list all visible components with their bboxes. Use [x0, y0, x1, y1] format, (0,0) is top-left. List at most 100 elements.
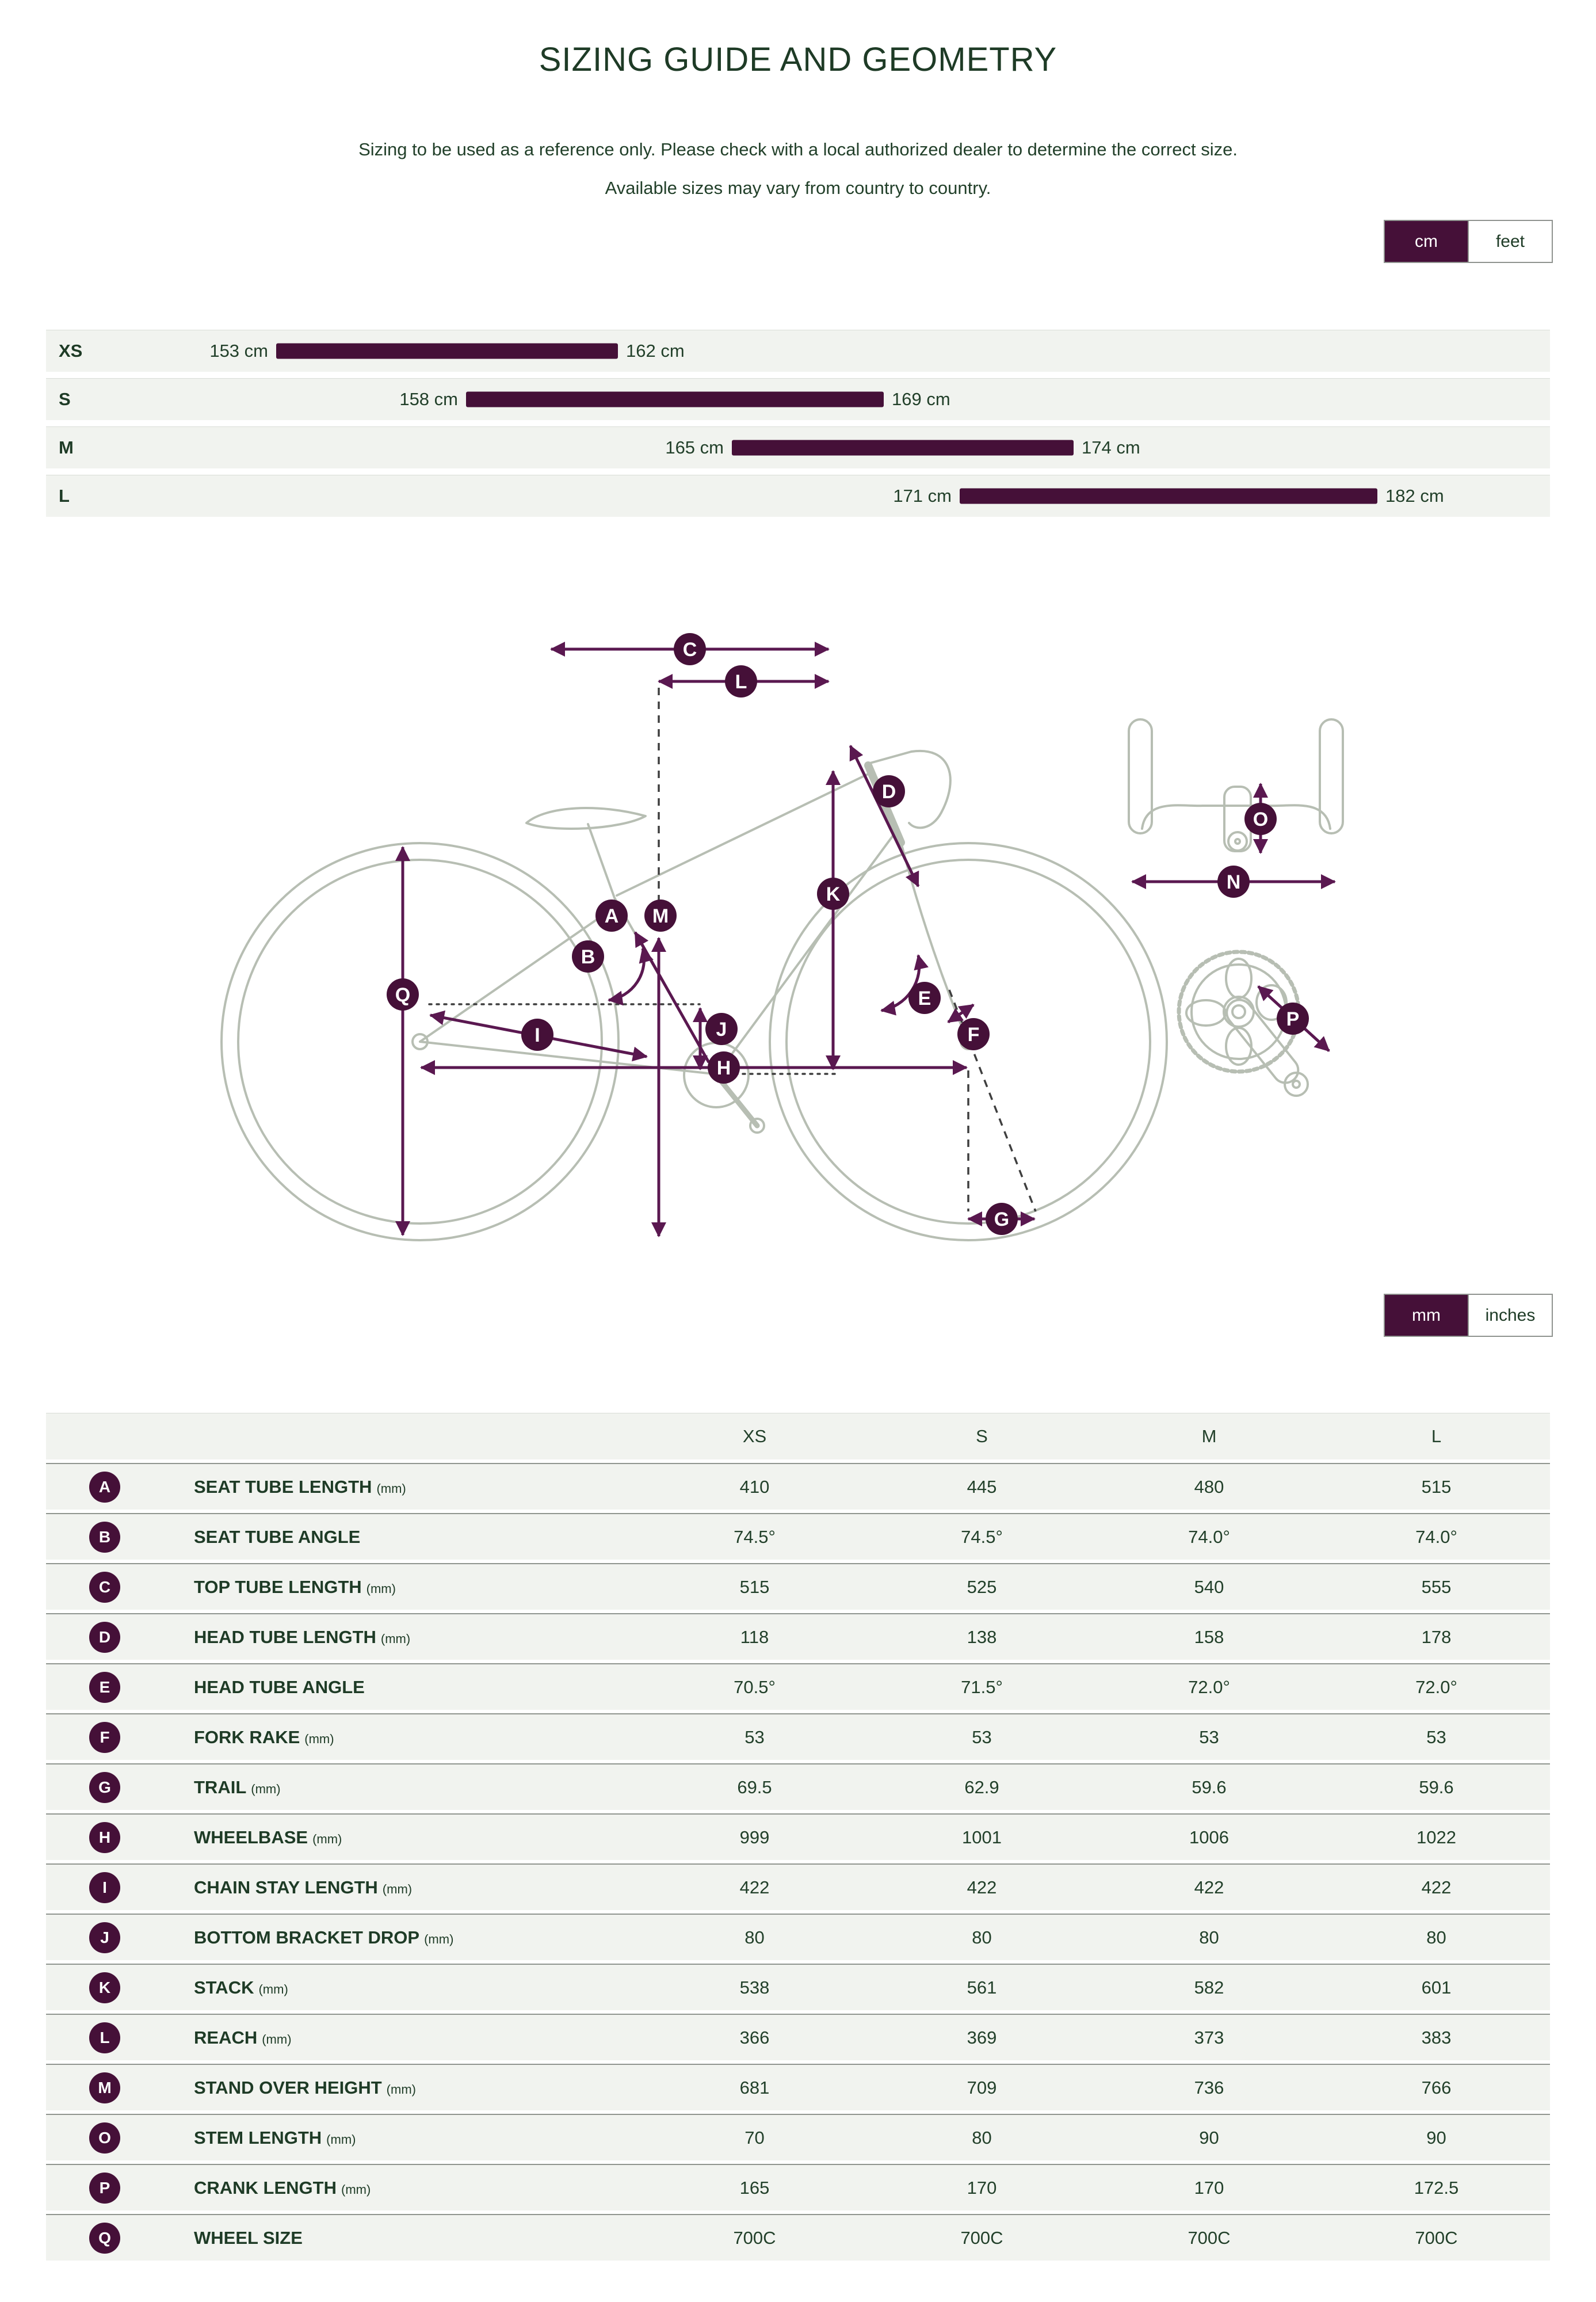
table-row: C TOP TUBE LENGTH (mm) 515 525 540 555 — [46, 1563, 1550, 1610]
column-header: XS — [742, 1426, 767, 1446]
cell-value: 70.5° — [734, 1676, 776, 1697]
marker-seat-tube-angle: B — [572, 940, 604, 973]
cell-value: 80 — [972, 2127, 992, 2148]
row-letter-badge: B — [89, 1521, 120, 1553]
row-letter-badge: M — [89, 2072, 120, 2103]
svg-text:Q: Q — [395, 984, 410, 1006]
size-max-label: 169 cm — [892, 389, 950, 409]
cell-value: 700C — [1188, 2227, 1231, 2248]
row-letter-badge: P — [89, 2172, 120, 2204]
size-max-label: 174 cm — [1082, 437, 1140, 458]
svg-text:J: J — [716, 1019, 727, 1041]
row-label: WHEELBASE (mm) — [194, 1827, 342, 1847]
size-row: S 158 cm 169 cm — [46, 378, 1550, 420]
size-range-bar — [276, 343, 618, 359]
cell-value: 72.0° — [1415, 1676, 1457, 1697]
cell-value: 80 — [1426, 1927, 1446, 1947]
table-row: Q WHEEL SIZE 700C 700C 700C 700C — [46, 2214, 1550, 2261]
svg-text:M: M — [652, 905, 669, 927]
svg-text:F: F — [968, 1024, 980, 1046]
cell-value: 709 — [967, 2077, 997, 2098]
marker-reach: L — [725, 665, 757, 698]
cell-value: 59.6 — [1192, 1777, 1227, 1797]
marker-fork-rake: F — [957, 1018, 990, 1050]
cell-value: 422 — [1421, 1877, 1452, 1897]
svg-text:N: N — [1227, 871, 1241, 893]
cell-value: 525 — [967, 1576, 997, 1597]
row-letter-badge: G — [89, 1771, 120, 1803]
cell-value: 158 — [1194, 1626, 1224, 1647]
column-header: M — [1201, 1426, 1217, 1446]
cell-value: 538 — [739, 1977, 770, 1998]
cell-value: 383 — [1421, 2027, 1452, 2048]
cell-value: 172.5 — [1414, 2177, 1459, 2198]
cell-value: 80 — [972, 1927, 992, 1947]
cell-value: 178 — [1421, 1626, 1452, 1647]
row-letter-badge: L — [89, 2022, 120, 2053]
row-letter-badge: D — [89, 1621, 120, 1653]
cell-value: 422 — [739, 1877, 770, 1897]
row-label: TRAIL (mm) — [194, 1777, 281, 1797]
row-label: STACK (mm) — [194, 1977, 288, 1998]
svg-text:A: A — [605, 905, 619, 927]
cell-value: 445 — [967, 1476, 997, 1497]
cell-value: 90 — [1426, 2127, 1446, 2148]
cell-value: 53 — [1199, 1726, 1219, 1747]
row-label: FORK RAKE (mm) — [194, 1726, 334, 1747]
row-label: BOTTOM BRACKET DROP (mm) — [194, 1927, 454, 1947]
table-row: E HEAD TUBE ANGLE 70.5° 71.5° 72.0° 72.0… — [46, 1663, 1550, 1710]
cell-value: 561 — [967, 1977, 997, 1998]
cell-value: 53 — [1426, 1726, 1446, 1747]
sizing-disclaimer: Sizing to be used as a reference only. P… — [0, 130, 1596, 207]
svg-text:K: K — [826, 883, 841, 905]
cell-value: 74.5° — [734, 1526, 776, 1547]
cell-value: 1022 — [1416, 1827, 1456, 1847]
cell-value: 681 — [739, 2077, 770, 2098]
cell-value: 700C — [733, 2227, 776, 2248]
size-range-bar — [960, 488, 1377, 504]
size-min-label: 165 cm — [665, 437, 724, 458]
disclaimer-line-2: Available sizes may vary from country to… — [605, 178, 991, 198]
row-label: SEAT TUBE LENGTH (mm) — [194, 1476, 406, 1497]
cell-value: 62.9 — [964, 1777, 999, 1797]
size-row: XS 153 cm 162 cm — [46, 330, 1550, 372]
marker-wheel-size: Q — [387, 978, 419, 1011]
bike-geometry-diagram: C L D K A M B Q I J H E F G O N P — [220, 633, 1344, 1241]
table-row: G TRAIL (mm) 69.5 62.9 59.6 59.6 — [46, 1763, 1550, 1810]
row-letter-badge: A — [89, 1471, 120, 1503]
size-label: XS — [59, 341, 83, 361]
toggle-option-feet[interactable]: feet — [1468, 221, 1552, 262]
row-label: HEAD TUBE LENGTH (mm) — [194, 1626, 411, 1647]
cell-value: 74.5° — [961, 1526, 1003, 1547]
cell-value: 480 — [1194, 1476, 1224, 1497]
svg-text:E: E — [918, 988, 931, 1009]
marker-chain-stay-length: I — [521, 1019, 553, 1051]
table-row: P CRANK LENGTH (mm) 165 170 170 172.5 — [46, 2164, 1550, 2210]
marker-top-tube-length: C — [674, 633, 706, 665]
marker-wheelbase: H — [708, 1051, 740, 1084]
row-letter-badge: Q — [89, 2222, 120, 2254]
column-header: L — [1431, 1426, 1442, 1446]
marker-head-tube-angle: E — [908, 982, 941, 1014]
geometry-table: XS S M L A SEAT TUBE LENGTH (mm) 410 445 … — [46, 1413, 1550, 2261]
toggle-option-inches[interactable]: inches — [1468, 1295, 1552, 1336]
cell-value: 540 — [1194, 1576, 1224, 1597]
size-label: S — [59, 389, 71, 409]
cell-value: 422 — [967, 1877, 997, 1897]
reference-lines — [428, 688, 1037, 1212]
table-row: M STAND OVER HEIGHT (mm) 681 709 736 766 — [46, 2064, 1550, 2110]
cell-value: 170 — [967, 2177, 997, 2198]
row-label: REACH (mm) — [194, 2027, 292, 2048]
row-label: STAND OVER HEIGHT (mm) — [194, 2077, 416, 2098]
size-min-label: 158 cm — [399, 389, 458, 409]
cell-value: 999 — [739, 1827, 770, 1847]
row-label: TOP TUBE LENGTH (mm) — [194, 1576, 396, 1597]
size-label: L — [59, 486, 70, 506]
toggle-option-cm[interactable]: cm — [1385, 221, 1468, 262]
svg-text:H: H — [717, 1057, 731, 1079]
row-label: HEAD TUBE ANGLE — [194, 1676, 365, 1697]
cell-value: 70 — [744, 2127, 765, 2148]
cell-value: 72.0° — [1188, 1676, 1230, 1697]
size-row: M 165 cm 174 cm — [46, 426, 1550, 468]
toggle-option-mm[interactable]: mm — [1385, 1295, 1468, 1336]
